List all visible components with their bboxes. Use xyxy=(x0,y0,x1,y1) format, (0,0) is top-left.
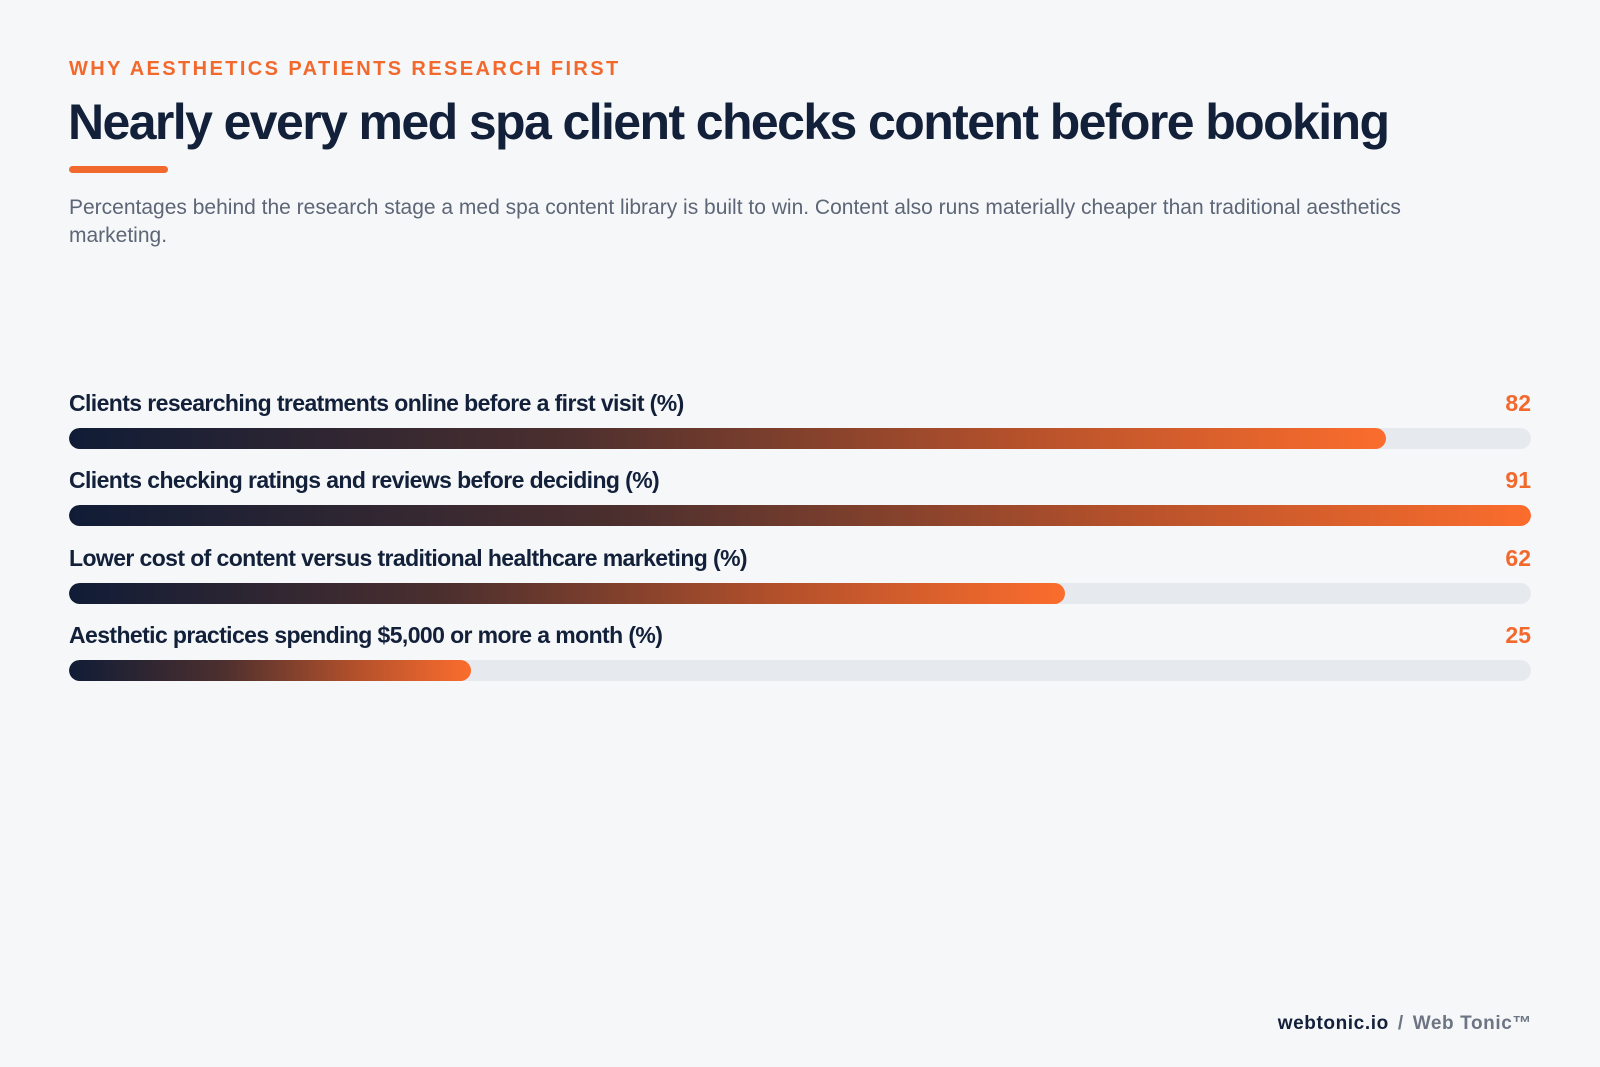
bar-value-label: 82 xyxy=(1505,390,1531,416)
bar-track xyxy=(69,505,1531,527)
footer-site-link[interactable]: webtonic.io xyxy=(1277,1013,1389,1034)
page-subtitle: Percentages behind the research stage a … xyxy=(69,196,1401,247)
bar-value-label: 62 xyxy=(1505,544,1531,571)
bar-label: Lower cost of content versus traditional… xyxy=(69,544,748,571)
title-accent-rule xyxy=(69,166,168,173)
bar-label: Clients researching treatments online be… xyxy=(69,390,684,416)
bar-fill xyxy=(69,505,1531,527)
bar-track xyxy=(69,659,1531,681)
bar-value-label: 25 xyxy=(1505,621,1531,648)
bar-row: Lower cost of content versus traditional… xyxy=(69,543,1531,620)
footer-brand: Web Tonic™ xyxy=(1412,1013,1532,1034)
bar-label: Aesthetic practices spending $5,000 or m… xyxy=(69,621,663,648)
eyebrow-label: WHY AESTHETICS PATIENTS RESEARCH FIRST xyxy=(69,58,621,80)
bar-fill xyxy=(69,659,471,681)
bar-fill xyxy=(69,582,1066,604)
bar-track xyxy=(69,428,1531,449)
footer-separator: / xyxy=(1397,1013,1404,1034)
bar-fill xyxy=(69,428,1387,449)
bar-row: Clients checking ratings and reviews bef… xyxy=(69,465,1531,542)
bar-row: Aesthetic practices spending $5,000 or m… xyxy=(69,620,1531,697)
bar-row: Clients researching treatments online be… xyxy=(69,388,1531,465)
page-title: Nearly every med spa client checks conte… xyxy=(68,94,1390,150)
footer-credit: webtonic.io / Web Tonic™ xyxy=(1278,1013,1532,1035)
bar-label: Clients checking ratings and reviews bef… xyxy=(69,467,660,494)
bar-chart: Clients researching treatments online be… xyxy=(69,388,1531,697)
bar-track xyxy=(69,582,1531,604)
bar-value-label: 91 xyxy=(1505,467,1531,494)
